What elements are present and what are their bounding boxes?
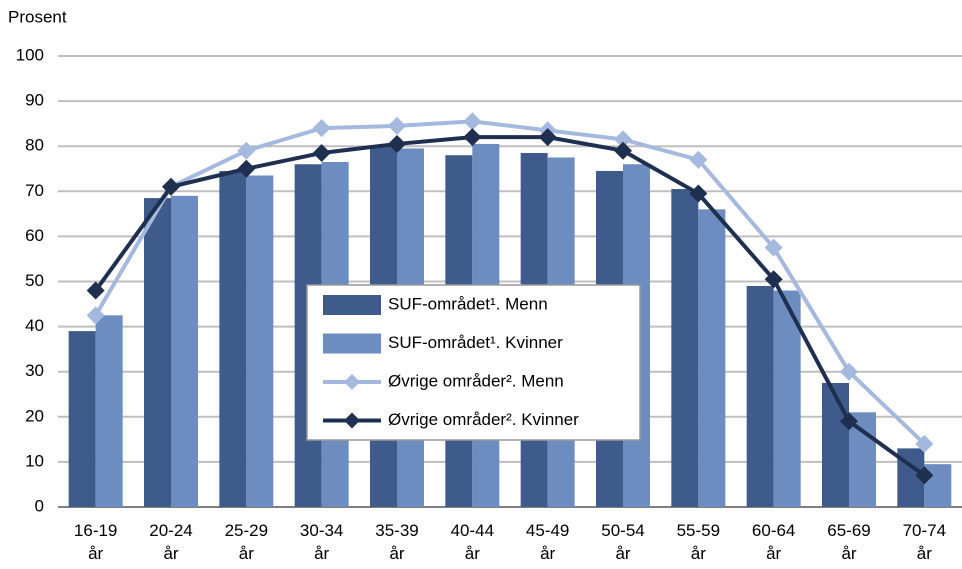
legend: SUF-området¹. Menn SUF-området¹. Kvinner Ø… (306, 284, 641, 441)
line-marker (764, 270, 783, 289)
line-marker (614, 130, 632, 149)
line-marker (463, 128, 482, 147)
bar (746, 286, 774, 507)
line-marker (463, 112, 482, 131)
legend-swatch (344, 412, 360, 429)
legend-swatch (323, 333, 381, 354)
line-marker (237, 159, 256, 178)
bar (144, 198, 171, 507)
legend-label: Øvrige områder². Kvinner (388, 410, 579, 429)
x-tick-label: 65-69 år (827, 521, 871, 563)
y-tick-label: 70 (25, 181, 44, 200)
bar (773, 290, 801, 507)
bar (671, 189, 699, 508)
x-tick-label: 45-49 år (525, 521, 570, 563)
y-axis-label: Prosent (8, 7, 67, 26)
line-marker (388, 134, 406, 153)
y-tick-label: 80 (25, 136, 44, 155)
y-tick-label: 60 (25, 226, 44, 245)
line-marker (388, 116, 406, 135)
line-marker (614, 141, 632, 160)
line-marker (86, 306, 105, 325)
bar (95, 315, 123, 507)
legend-swatch (344, 374, 360, 390)
bar (849, 412, 876, 507)
bar (246, 175, 274, 507)
legend-swatch (323, 295, 381, 315)
x-tick-label: 35-39 år (375, 521, 419, 563)
bar (219, 171, 247, 507)
bar (68, 331, 96, 507)
line-marker (162, 177, 180, 196)
x-tick-label: 20-24 år (149, 521, 193, 563)
line-marker (764, 238, 783, 257)
y-tick-label: 40 (25, 316, 44, 335)
bar (698, 209, 726, 507)
x-tick-label: 60-64 år (751, 521, 796, 563)
line-marker (237, 141, 256, 160)
line-marker (689, 150, 708, 169)
x-tick-label: 70-74 år (902, 521, 947, 563)
x-tick-label: 25-29 år (224, 521, 269, 563)
line-marker (840, 412, 858, 431)
y-tick-label: 0 (35, 496, 44, 515)
bar (822, 382, 849, 507)
line-marker (312, 119, 331, 138)
line-marker (312, 143, 331, 162)
legend-label: SUF-området¹. Kvinner (388, 333, 563, 352)
y-tick-label: 100 (16, 45, 44, 64)
y-tick-label: 30 (25, 361, 44, 380)
line (94, 135, 926, 478)
x-tick-label: 30-34 år (299, 521, 344, 563)
line (93, 119, 926, 446)
line-marker (840, 362, 858, 381)
legend-label: Øvrige områder². Menn (388, 371, 564, 390)
y-tick-label: 20 (25, 406, 44, 425)
y-tick-label: 10 (25, 451, 44, 470)
x-tick-label: 16-19 år (73, 521, 118, 563)
legend-label: SUF-området¹. Menn (388, 294, 548, 313)
line-marker (915, 434, 934, 453)
line-marker (86, 281, 105, 300)
line-marker (538, 128, 557, 147)
x-tick-label: 40-44 år (450, 521, 495, 563)
y-tick-label: 90 (25, 91, 44, 110)
y-tick-label: 50 (25, 271, 44, 290)
bar (171, 195, 198, 507)
x-tick-label: 55-59 år (676, 521, 721, 563)
line-marker (915, 466, 934, 485)
line-marker (689, 184, 708, 203)
x-tick-label: 50-54 år (601, 521, 645, 563)
